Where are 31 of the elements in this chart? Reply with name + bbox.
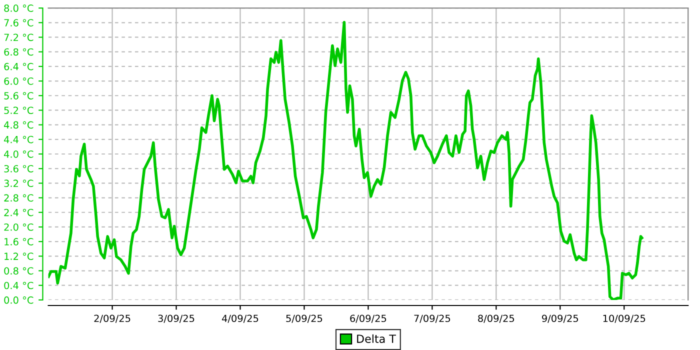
- x-tick-label: 5/09/25: [286, 314, 322, 323]
- x-tick-label: 4/09/25: [222, 314, 258, 323]
- x-tick-label: 10/09/25: [603, 314, 646, 323]
- y-tick-label: 7.2 °C: [4, 34, 34, 42]
- y-tick-label: 6.8 °C: [4, 48, 34, 56]
- y-tick-label: 0.8 °C: [4, 267, 34, 275]
- y-tick-label: 2.4 °C: [4, 208, 34, 216]
- y-tick-label: 8.0 °C: [4, 4, 34, 12]
- y-tick-label: 2.0 °C: [4, 223, 34, 231]
- y-tick-label: 4.4 °C: [4, 136, 34, 144]
- y-tick-label: 3.6 °C: [4, 165, 34, 172]
- y-tick-label: 6.0 °C: [4, 78, 34, 85]
- y-tick-label: 0.0 °C: [4, 296, 34, 304]
- y-tick-label: 2.8 °C: [4, 194, 34, 202]
- y-tick-label: 3.2 °C: [4, 180, 34, 188]
- y-tick-label: 4.8 °C: [4, 121, 34, 129]
- y-tick-label: 1.6 °C: [4, 238, 34, 246]
- x-tick-label: 3/09/25: [158, 314, 194, 323]
- x-tick-label: 9/09/25: [542, 314, 578, 323]
- x-tick-label: 6/09/25: [350, 314, 386, 323]
- y-tick-label: 7.6 °C: [4, 19, 34, 26]
- legend-label: Delta T: [357, 334, 396, 343]
- x-tick-label: 8/09/25: [478, 314, 514, 323]
- y-tick-label: 5.2 °C: [4, 106, 34, 114]
- y-tick-label: 0.4 °C: [4, 282, 34, 290]
- y-tick-label: 1.2 °C: [4, 252, 34, 260]
- x-tick-label: 7/09/25: [414, 314, 450, 323]
- y-tick-label: 5.6 °C: [4, 92, 34, 100]
- y-tick-label: 6.4 °C: [4, 62, 34, 70]
- x-tick-label: 2/09/25: [94, 314, 130, 323]
- y-tick-label: 4.0 °C: [4, 150, 34, 158]
